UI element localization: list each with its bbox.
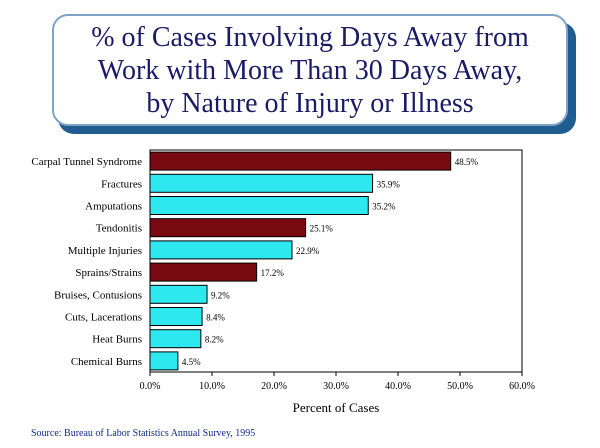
chart-title-line-3: by Nature of Injury or Illness xyxy=(146,87,474,119)
category-label: Amputations xyxy=(85,201,142,213)
value-label: 9.2% xyxy=(211,290,230,300)
category-label: Heat Burns xyxy=(92,334,142,346)
bar xyxy=(149,173,374,193)
category-label: Multiple Injuries xyxy=(68,245,142,257)
category-label: Fractures xyxy=(101,178,142,190)
value-label: 17.2% xyxy=(261,268,285,278)
value-label: 4.5% xyxy=(182,357,201,367)
value-label: 8.2% xyxy=(205,335,224,345)
x-axis-title: Percent of Cases xyxy=(293,400,380,415)
value-label: 8.4% xyxy=(206,313,225,323)
category-label: Sprains/Strains xyxy=(75,267,142,279)
bar xyxy=(149,218,307,238)
x-tick-label: 0.0% xyxy=(140,381,161,392)
labels-layer: Carpal Tunnel Syndrome 48.5% Fractures 35.9… xyxy=(31,156,478,368)
category-label: Chemical Burns xyxy=(71,356,142,368)
x-tick-label: 20.0% xyxy=(261,381,287,392)
value-label: 35.2% xyxy=(372,202,396,212)
chart-title-line-1: % of Cases Involving Days Away from xyxy=(91,21,529,53)
x-tick-label: 60.0% xyxy=(509,381,535,392)
value-label: 35.9% xyxy=(377,179,401,189)
bar xyxy=(149,284,208,304)
x-tick-label: 50.0% xyxy=(447,381,473,392)
category-label: Carpal Tunnel Syndrome xyxy=(31,156,142,168)
value-label: 22.9% xyxy=(296,246,320,256)
category-label: Tendonitis xyxy=(96,223,142,235)
x-axis-ticks: 0.0% 10.0% 20.0% 30.0% 40.0% 50.0% 60.0% xyxy=(140,372,535,392)
value-label: 25.1% xyxy=(310,224,334,234)
chart-title: % of Cases Involving Days Away from Work… xyxy=(91,21,529,120)
bar xyxy=(149,262,258,282)
title-box: % of Cases Involving Days Away from Work… xyxy=(52,14,568,126)
category-label: Cuts, Lacerations xyxy=(65,312,142,324)
source-note: Source: Bureau of Labor Statistics Annua… xyxy=(31,428,256,439)
bar xyxy=(149,151,452,171)
bar xyxy=(149,329,202,349)
bar xyxy=(149,196,369,215)
category-label: Bruises, Contusions xyxy=(54,289,142,301)
bars-layer xyxy=(149,151,452,371)
x-tick-label: 10.0% xyxy=(199,381,225,392)
x-tick-label: 30.0% xyxy=(323,381,349,392)
value-label: 48.5% xyxy=(455,157,479,167)
bar xyxy=(149,307,203,326)
bar xyxy=(149,351,179,371)
chart-title-line-2: Work with More Than 30 Days Away, xyxy=(97,54,523,86)
bar xyxy=(149,240,293,260)
x-tick-label: 40.0% xyxy=(385,381,411,392)
